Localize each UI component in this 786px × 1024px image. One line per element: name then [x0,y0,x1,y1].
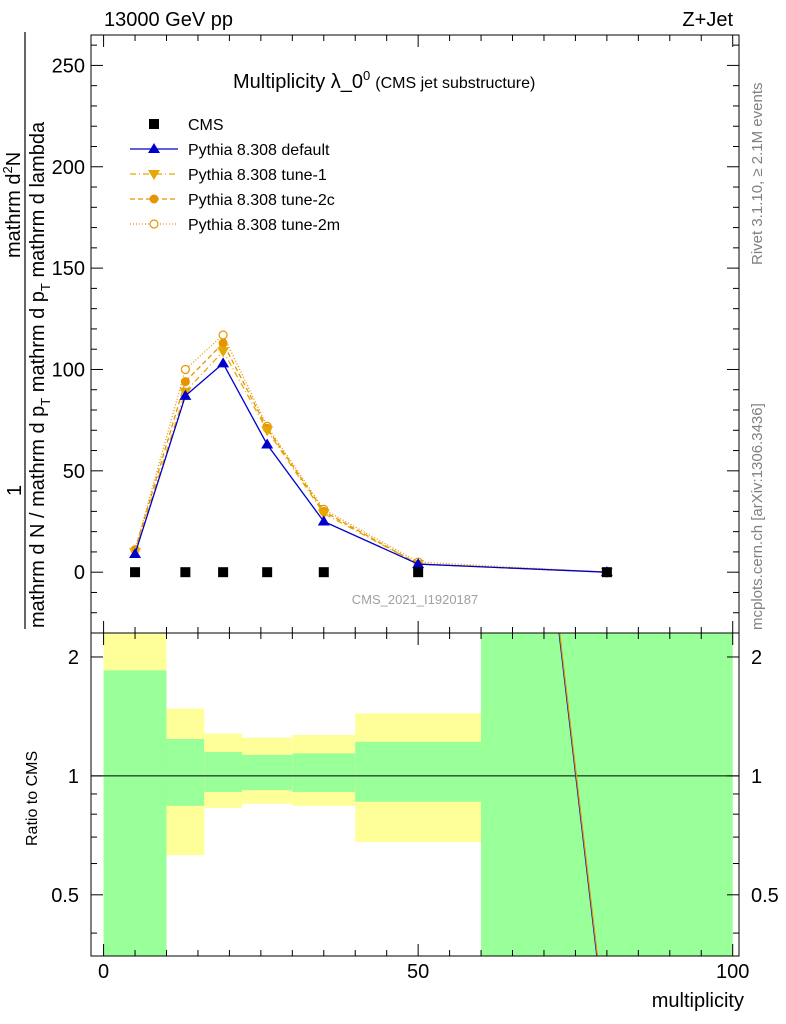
series-3 [130,338,612,577]
data-point [180,567,191,578]
ratio-plot-frame [90,632,740,957]
main-y-axis: 0 50 100 150 200 250 [52,35,739,633]
ratio-plot-panel: 0.5 0.5 1 1 2 2 0 50 100 Ratio to CMS multiplic… [24,632,779,1012]
header-energy-label: 13000 GeV pp [104,9,233,31]
series-line [134,350,607,573]
ratio-band-inner [481,633,733,956]
data-point [129,547,142,558]
legend-marker [148,170,160,180]
legend-label: CMS [188,117,224,134]
ratio-band-inner [103,670,167,956]
legend-label: Pythia 8.308 tune-2m [188,217,340,234]
legend: CMS Pythia 8.308 default Pythia 8.308 tune… [130,117,340,234]
ratio-y-tick-label-right: 1 [751,766,762,788]
legend-label: Pythia 8.308 tune-2c [188,192,335,209]
data-point [413,567,424,578]
legend-marker [149,119,159,129]
data-point [318,567,329,578]
ratio-y-tick-label: 0.5 [51,885,79,907]
ratio-band-inner [355,741,482,802]
main-y-tick-label: 200 [52,157,85,179]
series-0 [130,567,612,578]
rivet-version-label: Rivet 3.1.10, ≥ 2.1M events [749,83,766,266]
main-y-tick-label: 250 [52,55,85,77]
data-point [261,426,274,437]
data-point [180,364,190,375]
data-point [412,558,425,569]
legend-entry: Pythia 8.308 tune-1 [130,167,327,184]
data-point [218,338,228,348]
data-point [180,377,190,387]
data-point [217,347,230,358]
main-plot-panel: 0 50 100 150 200 250 CMS_2021_I1920187 Multip… [52,34,740,634]
series-line [134,362,607,573]
x-tick-label: 50 [407,961,429,983]
ratio-y-tick-label-right: 0.5 [751,885,779,907]
data-point [601,567,612,578]
ratio-line [559,633,599,956]
data-point [179,389,192,400]
main-y-tick-label: 100 [52,359,85,381]
plot-title: Multiplicity λ_00 (CMS jet substructure) [233,68,535,93]
x-axis: 0 50 100 [98,633,749,983]
main-y-axis-label: 1 mathrm d2N mathrm d N / mathrm d pT ma… [0,32,53,629]
data-point [218,567,229,578]
ratio-lines-layer [558,633,599,956]
header-process-label: Z+Jet [682,9,733,31]
ratio-y-tick-label: 2 [68,647,79,669]
x-axis-label: multiplicity [652,990,744,1012]
legend-marker [149,194,159,204]
main-series-layer [129,330,613,579]
y-label-numerator: mathrm d2N [0,152,25,258]
data-point [217,357,230,368]
x-tick-label: 100 [716,961,749,983]
y-label-denominator: mathrm d N / mathrm d pT mathrm d pT mat… [27,121,53,628]
ratio-band-inner [166,738,205,806]
data-point [261,438,274,449]
analysis-watermark: CMS_2021_I1920187 [352,592,479,607]
main-y-tick-label: 0 [74,562,85,584]
data-point [218,330,228,340]
legend-entry: Pythia 8.308 tune-2m [130,217,340,234]
main-y-tick-label: 50 [63,461,85,483]
mcplots-label: mcplots.cern.ch [arXiv:1306.3436] [749,403,766,630]
data-point [317,515,330,526]
y-label-numerator-one: 1 [4,485,26,496]
ratio-band-inner [292,753,356,793]
ratio-y-tick-label: 1 [68,766,79,788]
legend-label: Pythia 8.308 tune-1 [188,167,327,184]
legend-entry: Pythia 8.308 default [130,142,330,159]
ratio-band-inner [241,754,293,791]
main-y-tick-label: 150 [52,258,85,280]
ratio-band-inner [204,751,242,793]
legend-entry: CMS [149,117,224,134]
data-point [262,567,273,578]
legend-entry: Pythia 8.308 tune-2c [130,192,335,209]
ratio-y-axis: 0.5 0.5 1 1 2 2 [51,647,779,934]
ratio-line [558,633,598,956]
legend-label: Pythia 8.308 default [188,142,330,159]
ratio-y-tick-label-right: 2 [751,647,762,669]
series-1 [129,357,613,577]
x-tick-label: 0 [98,961,109,983]
ratio-uncertainty-bands [91,633,739,956]
legend-marker [148,143,160,153]
ratio-y-axis-label: Ratio to CMS [24,751,41,846]
data-point [317,509,330,520]
legend-marker [149,219,159,229]
data-point [130,567,141,578]
